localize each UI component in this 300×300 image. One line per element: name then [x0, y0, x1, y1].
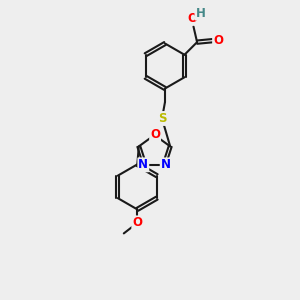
Text: H: H — [195, 7, 205, 20]
Text: S: S — [158, 112, 166, 125]
Text: O: O — [132, 216, 142, 230]
Text: O: O — [187, 12, 197, 25]
Text: N: N — [138, 158, 148, 171]
Text: N: N — [161, 158, 171, 171]
Text: O: O — [213, 34, 223, 47]
Text: O: O — [150, 128, 160, 141]
